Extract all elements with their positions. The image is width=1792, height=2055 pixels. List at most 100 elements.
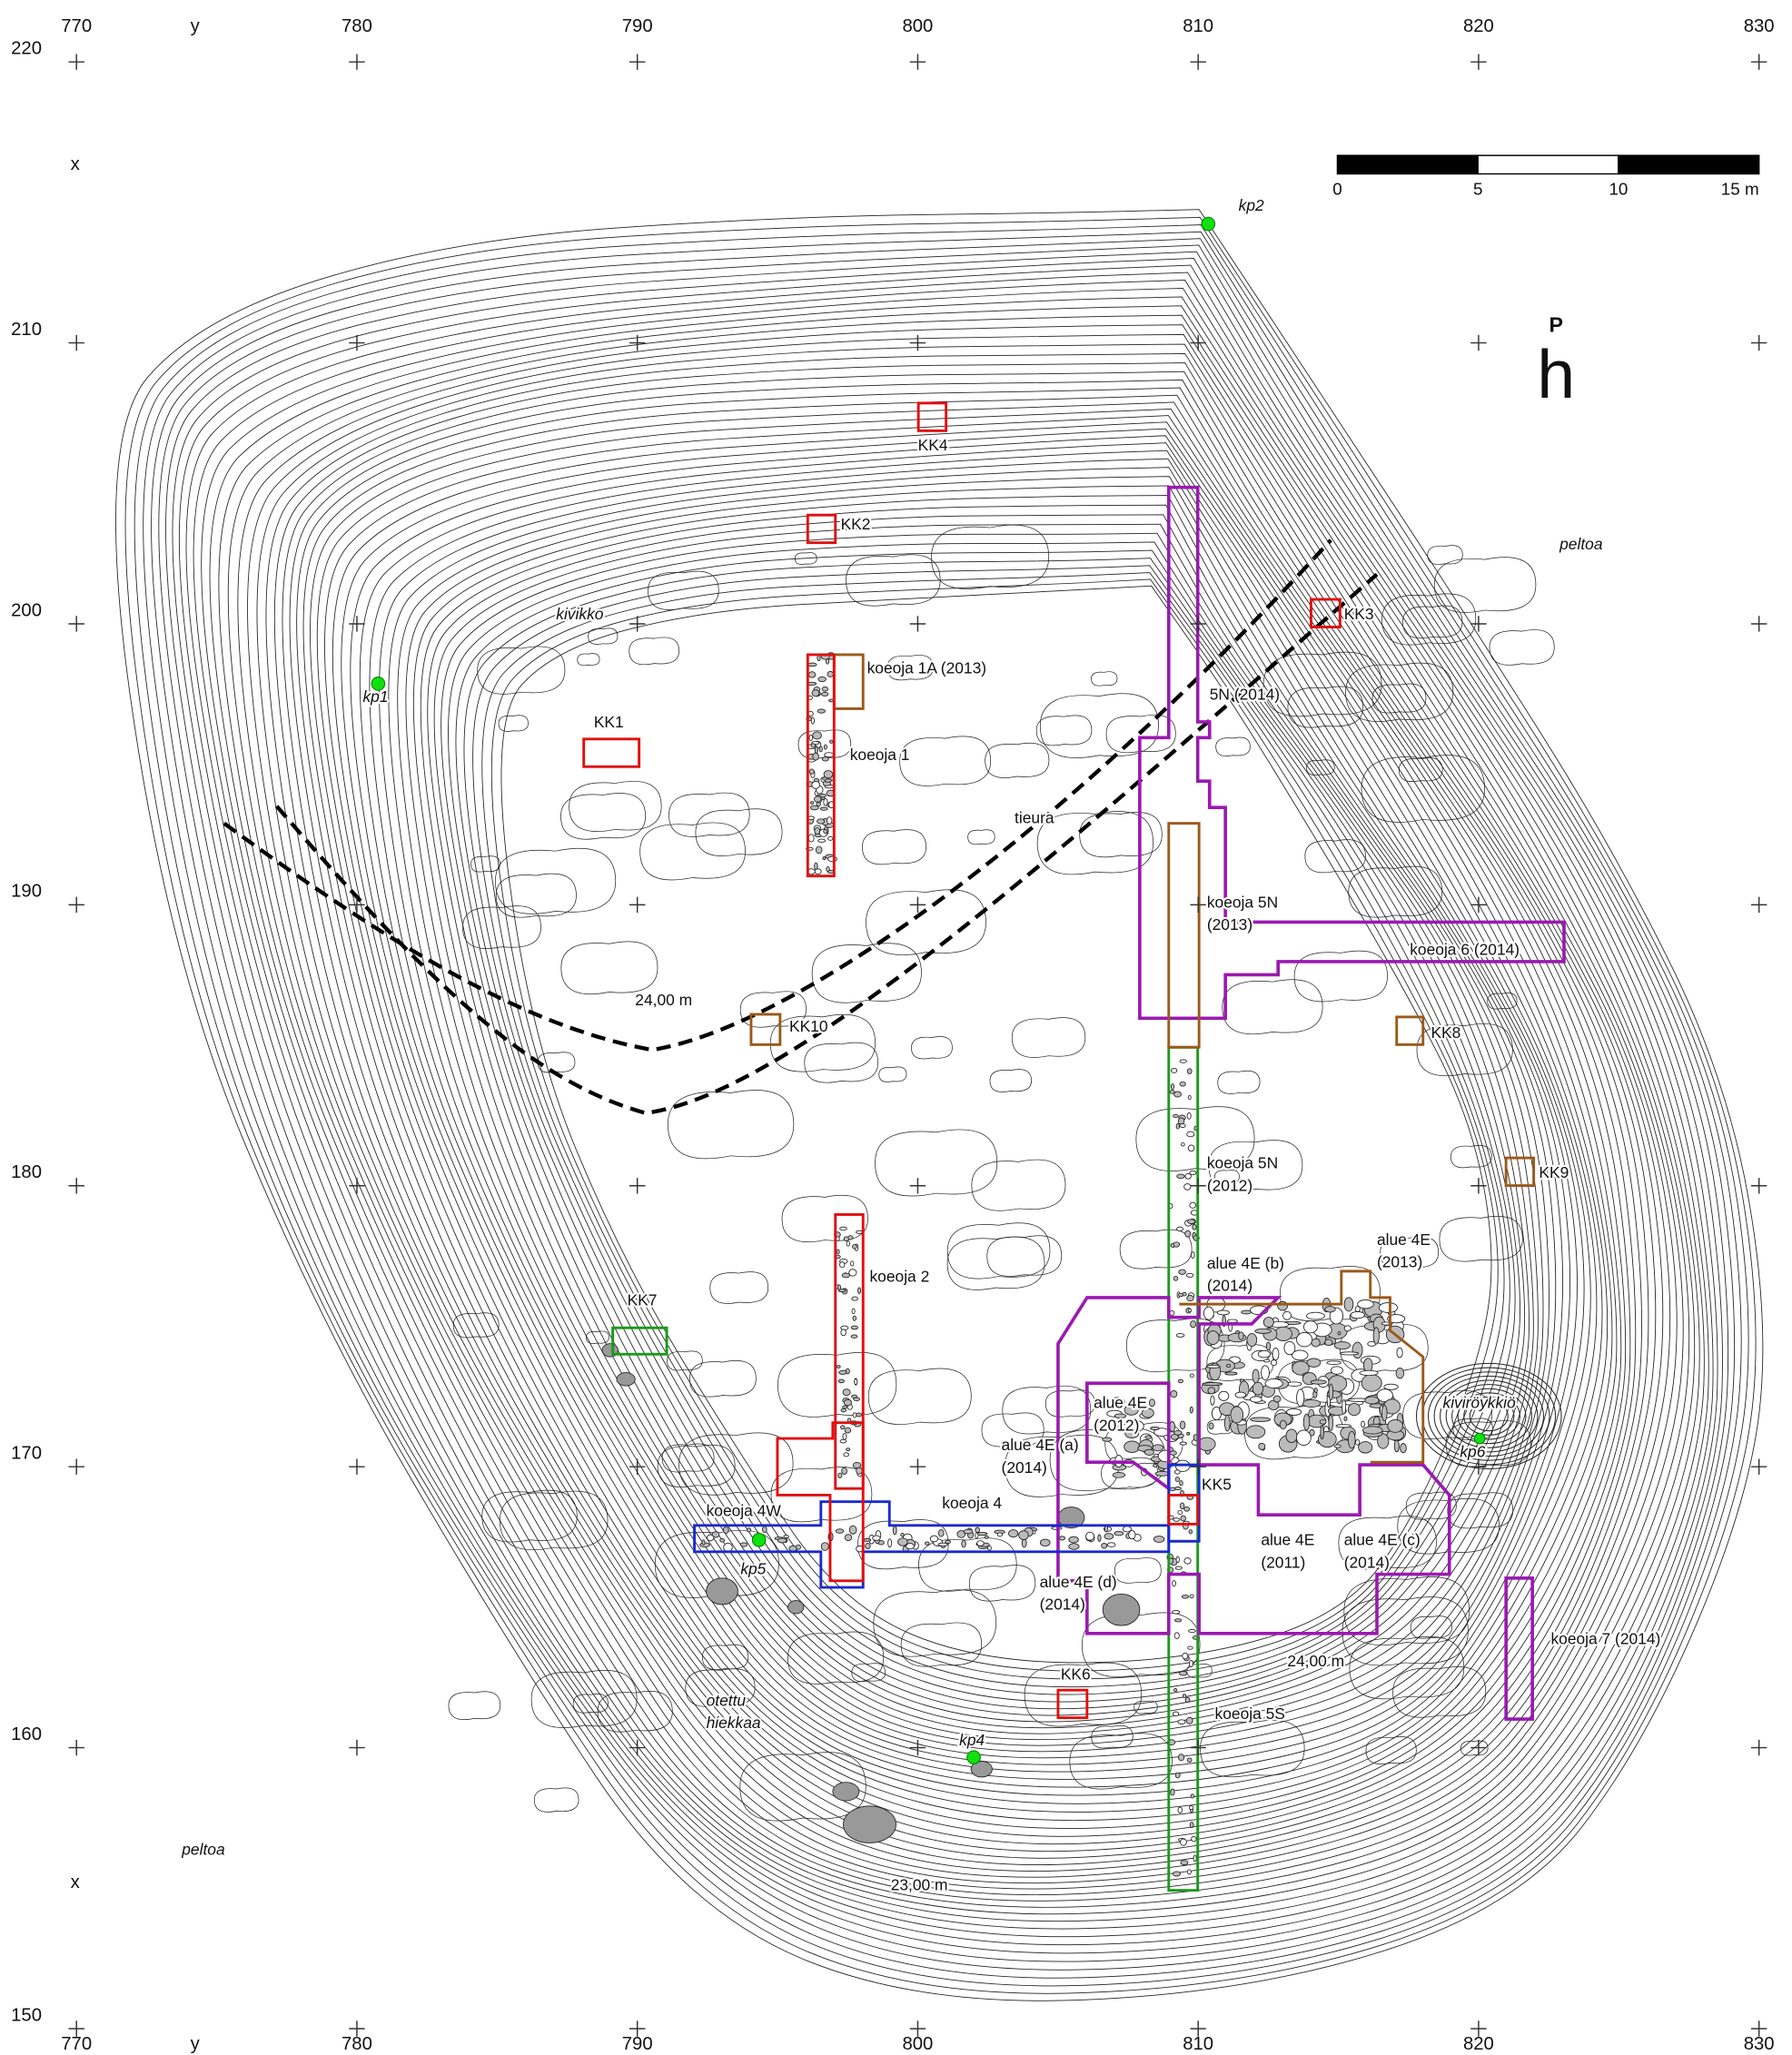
contour-loop bbox=[639, 822, 746, 881]
stone bbox=[1354, 1438, 1361, 1446]
stone bbox=[961, 1539, 966, 1548]
map-label: KK7 bbox=[628, 1291, 658, 1309]
contour-line bbox=[185, 272, 1709, 1930]
trench bbox=[1167, 822, 1201, 1049]
map-label: (2013) bbox=[1377, 1253, 1422, 1271]
stone bbox=[1331, 1366, 1343, 1375]
stones bbox=[601, 652, 1407, 1877]
stone bbox=[1343, 1416, 1348, 1422]
x-tick-label: 830 bbox=[1744, 2034, 1775, 2054]
stone bbox=[1302, 1413, 1311, 1431]
stone bbox=[1393, 1439, 1400, 1453]
map-label: kp1 bbox=[362, 687, 388, 706]
stone bbox=[846, 1447, 851, 1452]
stone bbox=[1191, 1835, 1197, 1843]
stone bbox=[1223, 1414, 1231, 1432]
contour-loop bbox=[688, 1360, 757, 1398]
contour-loop bbox=[739, 991, 807, 1028]
stone bbox=[842, 1388, 851, 1397]
north-letter: P bbox=[1549, 313, 1563, 337]
grid-cross bbox=[909, 1178, 926, 1194]
contour-ring bbox=[1457, 1392, 1520, 1440]
contour-loop bbox=[739, 1752, 866, 1822]
grid-cross bbox=[68, 1739, 84, 1756]
stone bbox=[970, 1761, 993, 1778]
contour-line bbox=[359, 442, 1591, 1780]
stone bbox=[863, 1538, 872, 1542]
stone bbox=[783, 1535, 789, 1538]
contour-loop bbox=[530, 1670, 638, 1728]
grid-cross bbox=[349, 2020, 365, 2037]
contour-line bbox=[455, 549, 1520, 1703]
stone bbox=[847, 1235, 854, 1240]
y-tick-label: 160 bbox=[11, 1724, 42, 1744]
contour-loop bbox=[1361, 755, 1485, 823]
stone bbox=[1173, 1517, 1181, 1522]
contour-loop bbox=[981, 1412, 1045, 1447]
map-label: koeoja 5S bbox=[1215, 1704, 1285, 1723]
stone bbox=[1286, 1408, 1302, 1416]
trenches bbox=[582, 401, 1566, 1892]
contour-line bbox=[151, 238, 1736, 1971]
stone bbox=[1250, 1396, 1262, 1403]
road-edge bbox=[223, 538, 1332, 1052]
stone bbox=[1324, 1339, 1333, 1347]
map-label: KK4 bbox=[918, 436, 948, 454]
contour-line bbox=[124, 216, 1757, 1994]
grid-cross bbox=[909, 616, 926, 632]
map-label: alue 4E bbox=[1094, 1394, 1147, 1412]
stone bbox=[1254, 1328, 1272, 1334]
contour-loop bbox=[866, 889, 986, 955]
stone bbox=[1173, 1429, 1183, 1436]
grid-cross bbox=[1190, 1178, 1206, 1194]
contour-loop bbox=[1338, 1516, 1437, 1570]
map-label: koeoja 1A (2013) bbox=[867, 658, 986, 677]
stone bbox=[1210, 1395, 1215, 1406]
stone bbox=[1170, 1788, 1175, 1796]
contour-loop bbox=[1365, 1736, 1417, 1764]
stone bbox=[1358, 1441, 1373, 1454]
stone bbox=[1241, 1309, 1252, 1315]
x-tick-label: 770 bbox=[61, 2034, 92, 2054]
stone bbox=[824, 778, 832, 783]
stone bbox=[827, 670, 834, 677]
stone bbox=[807, 834, 815, 843]
stone bbox=[1177, 1806, 1183, 1813]
grid-cross bbox=[68, 1458, 84, 1475]
stone bbox=[817, 708, 826, 714]
contour-loop bbox=[1079, 812, 1163, 858]
stone bbox=[1361, 1374, 1382, 1392]
stone bbox=[823, 770, 834, 779]
stone bbox=[1343, 1325, 1351, 1332]
stone bbox=[820, 1542, 829, 1551]
contour-loop bbox=[971, 1159, 1066, 1211]
stone bbox=[1104, 1533, 1114, 1540]
stone bbox=[1177, 1117, 1185, 1125]
contour-line bbox=[115, 209, 1764, 2001]
grid-cross bbox=[1750, 2020, 1767, 2037]
stone bbox=[777, 1537, 787, 1544]
contour-loop bbox=[1405, 1491, 1457, 1520]
map-label: (2013) bbox=[1207, 915, 1252, 934]
stone bbox=[1180, 1860, 1189, 1866]
contour-loop bbox=[1119, 1229, 1193, 1270]
contour-line bbox=[481, 572, 1505, 1680]
grid-cross bbox=[1190, 896, 1206, 914]
x-tick-label: 800 bbox=[902, 2034, 933, 2054]
contour-loop bbox=[770, 1467, 873, 1523]
stone bbox=[1270, 1359, 1278, 1367]
stone bbox=[843, 1805, 896, 1843]
stone bbox=[1173, 1687, 1178, 1693]
stone bbox=[841, 1467, 847, 1475]
contour-loop bbox=[577, 653, 600, 667]
stone bbox=[823, 744, 827, 750]
stone bbox=[1218, 1390, 1230, 1401]
stone bbox=[849, 1260, 855, 1267]
grid-cross bbox=[349, 1178, 365, 1194]
stone bbox=[1177, 1509, 1183, 1516]
grid-cross bbox=[629, 1739, 646, 1756]
contour-line bbox=[324, 415, 1613, 1813]
contour-loop bbox=[900, 1622, 983, 1667]
stone bbox=[837, 1378, 845, 1384]
contour-loop bbox=[1035, 715, 1093, 746]
